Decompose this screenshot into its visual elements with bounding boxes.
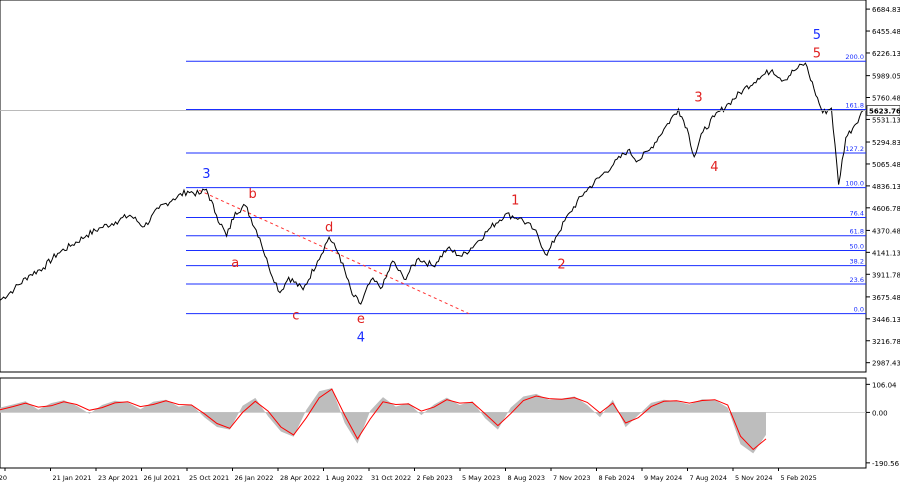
- x-tick-label: 21 Jan 2021: [53, 474, 92, 482]
- y-tick-label: 5065.48: [872, 161, 900, 169]
- wave-label: 3: [202, 167, 210, 182]
- y-tick-label: 5760.48: [872, 94, 900, 102]
- wave-label: e: [357, 312, 365, 327]
- wave-label: 4: [357, 330, 365, 345]
- wave-label: c: [292, 308, 299, 323]
- x-tick-label: 23 Apr 2021: [98, 474, 138, 482]
- x-tick-label: 7 Aug 2024: [690, 474, 728, 482]
- wave-label: 5: [813, 46, 821, 61]
- current-price-label: 5623.76: [869, 108, 900, 116]
- fib-level-label: 76.4: [850, 210, 864, 218]
- wave-label: 2: [557, 258, 565, 273]
- y-tick-label: 3216.78: [872, 338, 900, 346]
- oscillator-y-tick-label: -190.56: [872, 460, 900, 468]
- oscillator-plot-frame: [0, 377, 867, 469]
- x-tick-label: 26 Jul 2021: [144, 474, 181, 482]
- x-tick-label: 2020: [0, 474, 7, 482]
- y-tick-label: 4836.13: [872, 183, 900, 191]
- x-tick-label: 5 Feb 2025: [781, 474, 817, 482]
- y-tick-label: 4141.13: [872, 249, 900, 257]
- fib-level-label: 200.0: [845, 53, 864, 61]
- y-tick-label: 3911.78: [872, 271, 900, 279]
- price-series-line: [0, 62, 864, 305]
- y-tick-label: 4370.48: [872, 227, 900, 235]
- wave-label: a: [231, 256, 239, 271]
- wave-label: 5: [813, 28, 821, 43]
- x-axis: 2020 21 Jan 2021 23 Apr 2021 26 Jul 2021 25 …: [0, 468, 817, 482]
- fib-level-label: 50.0: [850, 243, 864, 251]
- y-tick-label: 5531.13: [872, 116, 900, 124]
- x-tick-label: 25 Oct 2021: [189, 474, 229, 482]
- main-price-plot: 6684.83 6455.48 6226.13 5989.05 5760.48 5531.…: [0, 0, 900, 373]
- y-tick-label: 3675.48: [872, 294, 900, 302]
- oscillator-signal-line: [0, 388, 767, 451]
- fib-level-label: 23.6: [850, 276, 864, 284]
- fib-level-label: 100.0: [845, 180, 864, 188]
- y-tick-label: 3446.13: [872, 316, 900, 324]
- wave-label: 3: [694, 90, 702, 105]
- x-tick-label: 1 Aug 2022: [326, 474, 364, 482]
- wave-label: b: [248, 187, 256, 202]
- current-price-box: [866, 105, 900, 116]
- x-tick-label: 9 May 2024: [644, 474, 682, 482]
- fib-level-label: 61.8: [850, 228, 864, 236]
- y-tick-label: 6684.83: [872, 6, 900, 14]
- y-tick-label: 5294.83: [872, 139, 900, 147]
- oscillator-y-tick-label: 0.00: [872, 409, 888, 417]
- x-tick-label: 5 May 2023: [462, 474, 500, 482]
- oscillator-plot: 106.04 0.00 -190.56: [0, 377, 900, 469]
- fib-level-label: 161.8: [845, 101, 864, 109]
- y-tick-label: 6226.13: [872, 50, 900, 58]
- oscillator-y-tick-label: 106.04: [872, 381, 897, 389]
- x-tick-label: 26 Jan 2022: [235, 474, 274, 482]
- y-tick-label: 5989.05: [872, 73, 900, 81]
- trendline: [198, 189, 470, 315]
- wave-label: d: [325, 220, 333, 235]
- x-tick-label: 8 Aug 2023: [508, 474, 546, 482]
- fib-level-label: 38.2: [850, 258, 864, 266]
- wave-label: 1: [511, 194, 519, 209]
- fib-level-label: 0.0: [854, 306, 864, 314]
- x-tick-label: 8 Feb 2024: [599, 474, 635, 482]
- x-tick-label: 5 Nov 2024: [735, 474, 773, 482]
- x-tick-label: 7 Nov 2023: [553, 474, 591, 482]
- y-tick-label: 6455.48: [872, 28, 900, 36]
- fib-level-label: 127.2: [845, 145, 864, 153]
- x-tick-label: 28 Apr 2022: [280, 474, 320, 482]
- oscillator-histogram-area: [0, 388, 766, 454]
- x-tick-label: 2 Feb 2023: [417, 474, 453, 482]
- y-tick-label: 2987.43: [872, 360, 900, 368]
- y-tick-label: 4606.78: [872, 205, 900, 213]
- x-tick-label: 31 Oct 2022: [371, 474, 411, 482]
- wave-label: 4: [710, 160, 718, 175]
